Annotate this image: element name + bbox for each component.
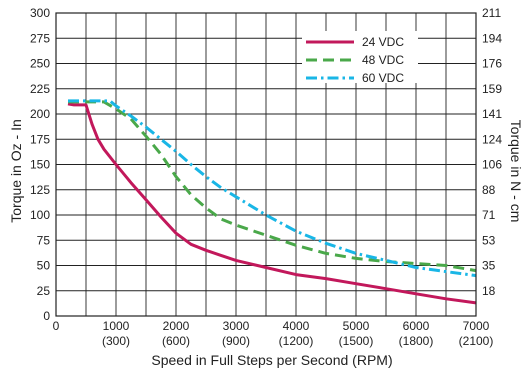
y-right-tick-label: 88	[482, 183, 496, 197]
y-tick-label: 275	[30, 31, 50, 45]
series-line-60-vdc	[68, 99, 477, 278]
y-right-tick-label: 53	[482, 233, 496, 247]
x-tick-label: 3000	[223, 319, 250, 333]
y-tick-label: 50	[37, 259, 51, 273]
x-tick-sublabel: (600)	[162, 334, 190, 348]
y-right-tick-label: 211	[482, 6, 501, 20]
y-right-tick-label: 176	[482, 57, 502, 71]
y-tick-label: 250	[30, 57, 50, 71]
x-tick-label: 7000	[463, 319, 490, 333]
y-right-tick-label: 106	[482, 158, 502, 172]
y-tick-label: 75	[37, 233, 51, 247]
series-lines	[67, 99, 477, 305]
x-tick-label: 6000	[403, 319, 430, 333]
x-axis-label: Speed in Full Steps per Second (RPM)	[151, 352, 392, 368]
y-tick-label: 0	[43, 309, 50, 323]
legend: 24 VDC 48 VDC 60 VDC	[302, 31, 418, 85]
y-right-tick-label: 18	[482, 284, 496, 298]
legend-label: 48 VDC	[362, 53, 404, 67]
y-tick-label: 300	[30, 6, 50, 20]
y-tick-label: 225	[30, 82, 50, 96]
x-tick-sublabel: (300)	[102, 334, 130, 348]
y-tick-label: 175	[30, 132, 50, 146]
x-tick-label: 4000	[283, 319, 310, 333]
y-right-tick-label: 35	[482, 259, 496, 273]
series-line-48-vdc	[68, 100, 477, 273]
y-right-tick-label: 71	[482, 208, 496, 222]
y-axis-label-right: Torque in N - cm	[508, 120, 524, 223]
x-tick-label: 1000	[103, 319, 130, 333]
y-right-tick-label: 141	[482, 107, 502, 121]
y-tick-label: 25	[37, 284, 51, 298]
x-tick-sublabel: (1200)	[279, 334, 314, 348]
legend-label: 24 VDC	[362, 35, 404, 49]
plot-frame	[55, 12, 477, 317]
y-tick-label: 100	[30, 208, 50, 222]
x-tick-sublabel: (900)	[222, 334, 250, 348]
x-tick-label: 0	[53, 319, 60, 333]
x-tick-label: 2000	[163, 319, 190, 333]
y-right-tick-label: 159	[482, 82, 502, 96]
y-right-tick-label: 194	[482, 31, 502, 45]
x-tick-sublabel: (1800)	[399, 334, 434, 348]
y-tick-label: 200	[30, 107, 50, 121]
series-line-24-vdc	[67, 102, 477, 305]
y-right-tick-label: 124	[482, 132, 502, 146]
y-tick-label: 125	[30, 183, 50, 197]
x-tick-sublabel: (2100)	[459, 334, 494, 348]
tick-labels: 0 25 50 75 100 125 150 175 200 225 250 275 300 18 35 53…	[30, 6, 502, 348]
x-tick-label: 5000	[343, 319, 370, 333]
x-tick-sublabel: (1500)	[339, 334, 374, 348]
y-axis-label-left: Torque in Oz - In	[8, 119, 24, 223]
legend-label: 60 VDC	[362, 71, 404, 85]
y-tick-label: 150	[30, 158, 50, 172]
legend-background	[302, 31, 418, 83]
